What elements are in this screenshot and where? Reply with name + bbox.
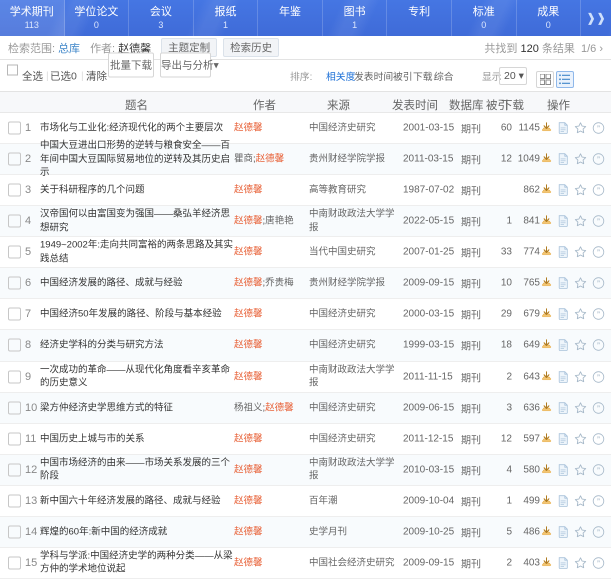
- svg-text:”: ”: [597, 374, 600, 381]
- svg-text:”: ”: [597, 405, 600, 412]
- svg-text:”: ”: [597, 125, 600, 132]
- svg-text:”: ”: [597, 343, 600, 350]
- svg-text:”: ”: [597, 156, 600, 163]
- svg-text:”: ”: [597, 187, 600, 194]
- svg-text:”: ”: [597, 498, 600, 505]
- svg-text:”: ”: [597, 312, 600, 319]
- svg-text:”: ”: [597, 436, 600, 443]
- svg-text:”: ”: [597, 249, 600, 256]
- svg-text:”: ”: [597, 467, 600, 474]
- svg-text:”: ”: [597, 560, 600, 567]
- svg-text:”: ”: [597, 529, 600, 536]
- svg-text:”: ”: [597, 280, 600, 287]
- svg-text:”: ”: [597, 218, 600, 225]
